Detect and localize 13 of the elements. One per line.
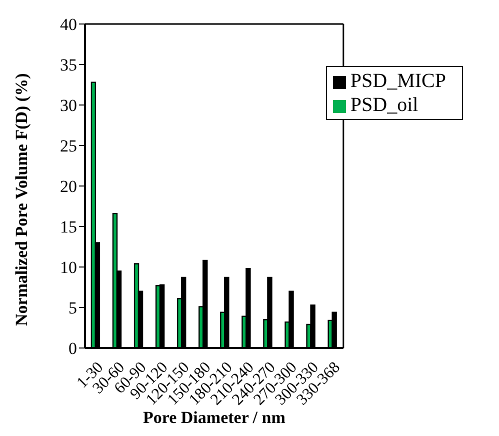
legend-label: PSD_oil xyxy=(350,94,418,116)
y-tick-label: 35 xyxy=(60,56,77,75)
y-tick-label: 20 xyxy=(60,177,77,196)
y-axis-title: Normalized Pore Volume F(D) (%) xyxy=(12,73,32,326)
y-tick-label: 40 xyxy=(60,15,77,34)
y-tick-label: 10 xyxy=(60,258,77,278)
y-tick-label: 0 xyxy=(68,339,77,358)
y-tick-label: 15 xyxy=(60,218,77,237)
legend-label: PSD_MICP xyxy=(350,70,446,92)
y-tick-label: 5 xyxy=(68,298,77,318)
y-tick-label: 30 xyxy=(60,96,77,116)
x-axis-title: Pore Diameter / nm xyxy=(142,408,286,427)
y-tick-label: 25 xyxy=(60,136,77,156)
